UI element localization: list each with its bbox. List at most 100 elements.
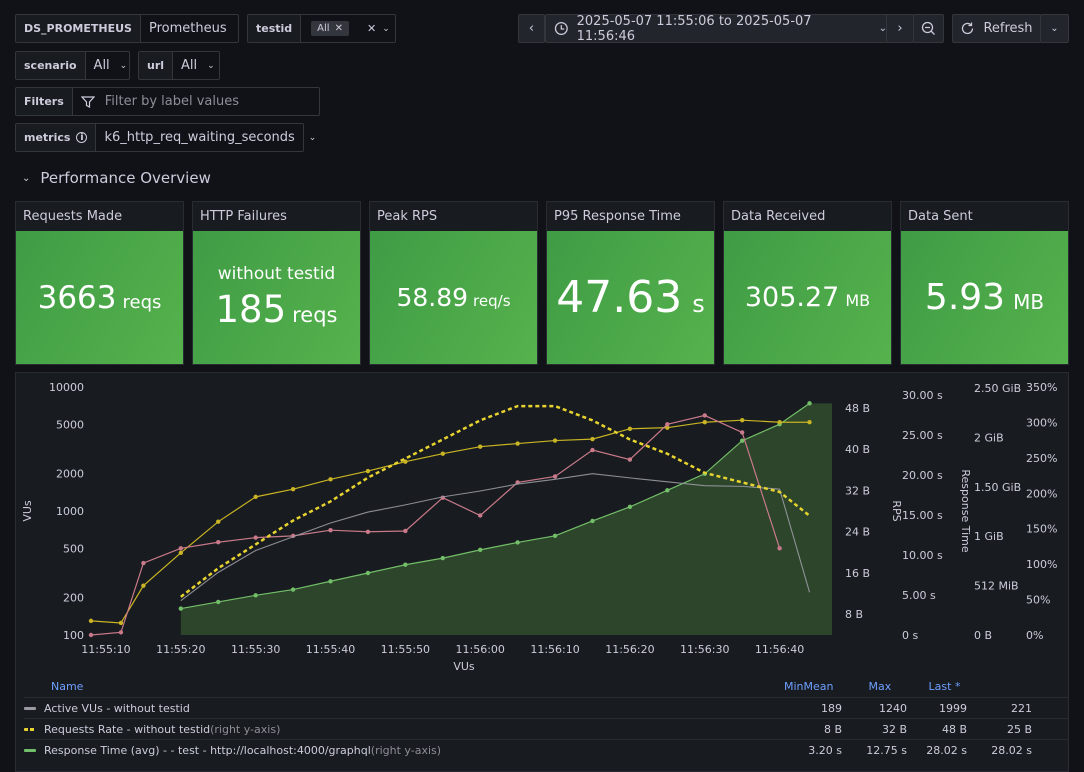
x-tick: 11:56:40: [755, 643, 804, 656]
testid-variable[interactable]: testid All ✕ ✕ ⌄: [247, 14, 396, 43]
legend-row[interactable]: Requests Rate - without testid (right y-…: [24, 718, 1068, 739]
y-tick-pct: 0%: [1026, 629, 1043, 642]
chevron-down-icon: ⌄: [207, 60, 215, 71]
datasource-label: DS_PROMETHEUS: [16, 15, 141, 42]
series-point-4: [702, 413, 707, 418]
x-tick: 11:56:30: [680, 643, 729, 656]
time-range-picker[interactable]: 2025-05-07 11:55:06 to 2025-05-07 11:56:…: [545, 13, 888, 44]
series-point-3: [403, 459, 408, 464]
series-point-3: [253, 494, 258, 500]
y-tick-left: 10000: [49, 381, 84, 394]
y-tick-left: 500: [63, 542, 84, 555]
remove-tag-icon[interactable]: ✕: [334, 23, 343, 34]
legend-header: Name Min Mean Max Last *: [24, 676, 1068, 696]
series-point-4: [216, 540, 221, 545]
series-point-3: [515, 441, 520, 446]
rps-axis-label: RPS: [890, 500, 903, 521]
legend-mean: 32 B: [881, 722, 907, 736]
url-variable[interactable]: url All ⌄: [138, 51, 220, 80]
response-time-point: [590, 518, 595, 524]
response-time-point: [440, 555, 445, 561]
zoom-out-button[interactable]: [913, 14, 944, 43]
stat-value: 5.93: [924, 277, 1006, 318]
y-tick-mem: 1 GiB: [974, 530, 1004, 543]
legend-header-last[interactable]: Last *: [928, 679, 961, 693]
y-tick-rt: 0 s: [902, 629, 918, 642]
legend-last: 28.02 s: [991, 743, 1032, 757]
stat-title: HTTP Failures: [200, 209, 287, 224]
legend-mean: 1240: [879, 701, 907, 715]
response-time-point: [478, 547, 483, 553]
zoom-out-icon: [921, 21, 935, 35]
series-point-3: [665, 425, 670, 430]
legend-row[interactable]: Response Time (avg) - - test - http://lo…: [24, 739, 1068, 760]
refresh-button[interactable]: Refresh: [952, 14, 1041, 43]
series-point-3: [552, 438, 558, 443]
series-point-4: [777, 546, 782, 551]
legend-header-mean[interactable]: Mean: [803, 679, 834, 693]
url-value[interactable]: All ⌄: [181, 58, 215, 73]
stat-value: 185: [215, 288, 287, 331]
x-axis-label: VUs: [453, 660, 475, 673]
legend-series-suffix: (right y-axis): [210, 722, 281, 736]
x-tick: 11:55:50: [381, 643, 430, 656]
response-time-point: [807, 401, 812, 406]
legend-row[interactable]: Active VUs - without testid 189 1240 1999 22…: [24, 697, 1068, 718]
y-axis-label: VUs: [21, 500, 34, 522]
series-point-3: [216, 519, 221, 524]
datasource-value[interactable]: Prometheus: [148, 21, 227, 36]
refresh-interval-dropdown[interactable]: ⌄: [1040, 14, 1069, 43]
chevron-down-icon: ⌄: [308, 132, 317, 143]
response-time-point: [253, 593, 258, 598]
time-back-button[interactable]: ‹: [518, 14, 545, 43]
metrics-value[interactable]: k6_http_req_waiting_seconds ⌄: [104, 130, 317, 145]
y-tick-mem: 512 MiB: [974, 580, 1019, 593]
time-forward-button[interactable]: ›: [886, 14, 914, 43]
y-tick-mem: 2 GiB: [974, 431, 1004, 444]
legend-min: 189: [821, 701, 842, 715]
filters-input[interactable]: Filter by label values: [73, 88, 247, 115]
series-point-3: [627, 426, 633, 432]
response-time-point: [665, 488, 670, 493]
stat-panel-p95[interactable]: P95 Response Time 47.63 s: [546, 201, 715, 365]
response-time-point: [552, 533, 558, 538]
stat-panel-requests[interactable]: Requests Made 3663 reqs: [15, 201, 184, 365]
legend-header-max[interactable]: Max: [868, 679, 892, 693]
url-label: url: [139, 52, 174, 79]
chevron-down-icon[interactable]: ⌄: [382, 23, 390, 34]
y-tick-mem: 2.50 GiB: [974, 382, 1021, 395]
timeseries-panel[interactable]: 10000 5000 2000 1000 500 200 100 11:55:10 11:55:…: [15, 372, 1069, 772]
response-time-area: [180, 403, 832, 635]
y-tick-rt: 30.00 s: [902, 389, 943, 402]
testid-tag[interactable]: All ✕: [311, 21, 349, 36]
scenario-variable[interactable]: scenario All ⌄: [15, 51, 130, 80]
stat-panel-data-sent[interactable]: Data Sent 5.93 MB: [900, 201, 1069, 365]
series-line-0: [180, 473, 811, 602]
clock-icon: [554, 22, 568, 35]
metrics-variable[interactable]: metrics i k6_http_req_waiting_seconds ⌄: [15, 123, 316, 152]
stat-unit: MB: [1013, 290, 1045, 314]
series-point-3: [777, 420, 782, 425]
x-tick: 11:55:20: [156, 643, 205, 656]
y-tick-rt: 5.00 s: [902, 589, 936, 602]
legend-header-name[interactable]: Name: [51, 679, 84, 693]
y-tick-left: 5000: [56, 418, 84, 431]
series-line-4: [90, 414, 781, 636]
time-range-text: 2025-05-07 11:55:06 to 2025-05-07 11:56:…: [576, 13, 812, 44]
y-tick-rt: 20.00 s: [902, 469, 943, 482]
scenario-value[interactable]: All ⌄: [93, 58, 128, 73]
y-tick-rps: 48 B: [845, 402, 870, 415]
datasource-variable[interactable]: DS_PROMETHEUS Prometheus: [15, 14, 239, 43]
filters-variable[interactable]: Filters Filter by label values: [15, 87, 320, 116]
stat-panel-data-received[interactable]: Data Received 305.27 MB: [723, 201, 892, 365]
info-icon[interactable]: i: [76, 132, 88, 143]
series-point-4: [478, 513, 483, 518]
series-point-4: [253, 535, 258, 540]
stat-panel-peak-rps[interactable]: Peak RPS 58.89 req/s: [369, 201, 538, 365]
row-title: Performance Overview: [40, 169, 211, 187]
clear-icon[interactable]: ✕: [366, 22, 377, 35]
legend-header-min[interactable]: Min: [784, 679, 804, 693]
row-header[interactable]: ⌄ Performance Overview: [22, 169, 211, 187]
stat-panel-http-failures[interactable]: HTTP Failures without testid 185 reqs: [192, 201, 361, 365]
